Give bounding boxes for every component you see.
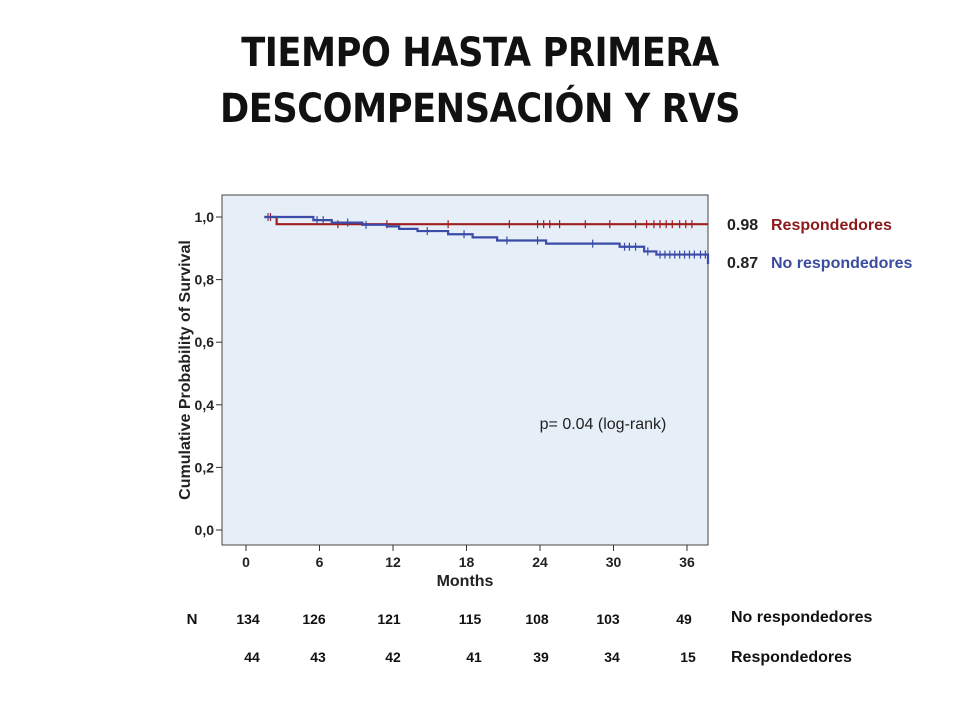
y-tick-label: 0,2 [195,459,215,475]
x-tick-label: 24 [532,554,548,570]
risk-resp-label: Respondedores [731,649,852,666]
risk-noresp-count: 108 [525,611,549,627]
y-axis: 0,0 0,2 0,4 0,6 0,8 1,0 [195,209,222,538]
y-tick-label: 0,6 [195,334,215,350]
x-tick-label: 30 [606,554,622,570]
risk-noresp-count: 134 [236,611,260,627]
y-tick-label: 0,0 [195,522,215,538]
noresp-legend-label: No respondedores [771,255,913,272]
x-tick-label: 18 [459,554,475,570]
risk-resp-count: 44 [244,649,260,665]
x-axis: 0 6 12 18 24 30 36 [242,545,695,570]
resp-final-value: 0.98 [727,217,759,234]
y-tick-label: 1,0 [195,209,215,225]
plot-area [221,194,709,546]
x-axis-label: Months [437,573,494,590]
risk-resp-count: 41 [466,649,482,665]
x-tick-label: 12 [385,554,401,570]
risk-resp-count: 43 [310,649,326,665]
risk-noresp-count: 121 [377,611,401,627]
x-tick-label: 6 [316,554,324,570]
risk-noresp-count: 103 [596,611,620,627]
x-tick-label: 0 [242,554,250,570]
x-tick-label: 36 [679,554,695,570]
y-tick-label: 0,8 [195,272,215,288]
risk-noresp-count: 115 [458,611,482,627]
risk-resp-count: 42 [385,649,401,665]
risk-noresp-count: 126 [302,611,326,627]
y-axis-label: Cumulative Probability of Survival [177,240,194,500]
series-line-no-respondedores [264,215,710,264]
risk-resp-count: 34 [604,649,620,665]
risk-resp-count: 15 [680,649,696,665]
risk-resp-count: 39 [533,649,549,665]
risk-table-n-label: N [186,611,198,628]
risk-noresp-label: No respondedores [731,609,873,626]
title-line-2: DESCOMPENSACIÓN Y RVS [219,86,741,132]
resp-legend-label: Respondedores [771,217,892,234]
risk-noresp-count: 49 [676,611,692,627]
title-line-1: TIEMPO HASTA PRIMERA [241,30,719,76]
y-tick-label: 0,4 [195,397,215,413]
log-rank-annotation: p= 0.04 (log-rank) [540,416,667,433]
noresp-final-value: 0.87 [727,255,759,272]
curves [264,213,710,264]
